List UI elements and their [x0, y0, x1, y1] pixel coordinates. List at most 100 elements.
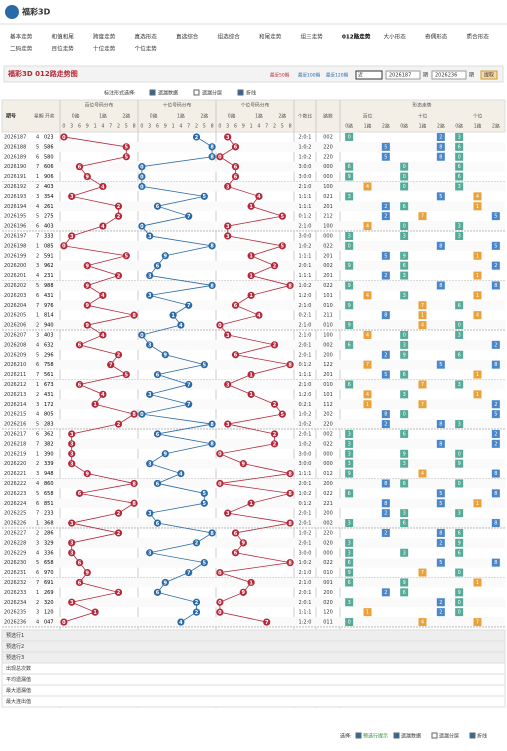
checkbox[interactable]	[355, 732, 362, 739]
draw-number: 580	[44, 154, 54, 160]
checkbox[interactable]	[149, 89, 156, 96]
nav-link[interactable]: 和尾走势	[259, 33, 282, 41]
select: 近	[358, 72, 363, 79]
shape-box	[345, 618, 354, 627]
digit-header: 6	[234, 124, 237, 130]
ball-digit: 8	[132, 481, 136, 487]
nav-link[interactable]: 012路走势	[342, 33, 371, 41]
route: 021	[323, 194, 333, 200]
shape-box	[345, 568, 354, 577]
shape-digit: 0	[458, 570, 461, 576]
checkbox[interactable]	[193, 89, 200, 96]
shape-digit: 6	[403, 481, 406, 487]
shape-digit: 2	[494, 263, 497, 269]
ball	[247, 499, 255, 507]
ball-digit: 8	[132, 313, 136, 319]
ball	[224, 182, 232, 191]
button[interactable]	[480, 70, 498, 80]
nav-link[interactable]: 质合形态	[467, 33, 490, 41]
from-box[interactable]	[385, 70, 421, 80]
to-box[interactable]	[431, 70, 467, 80]
nav-link[interactable]: 二码走势	[10, 45, 33, 53]
checkbox[interactable]	[237, 89, 244, 96]
recent-link[interactable]: 最近120期	[326, 72, 349, 79]
shape-box	[436, 439, 445, 448]
shape-group: 百位	[363, 113, 373, 120]
ball	[247, 578, 255, 587]
issue: 2026213	[4, 392, 26, 398]
digit-header: 0	[140, 124, 143, 130]
nav-link[interactable]: 直选综合	[176, 33, 199, 41]
ratio: 0:1:2	[299, 362, 312, 368]
shape-digit: 2	[439, 540, 442, 546]
ball	[153, 202, 162, 210]
recent-link[interactable]: 最近50期	[270, 72, 290, 79]
draw-number: 354	[44, 194, 54, 200]
ball-digit: 0	[218, 481, 222, 487]
ball	[177, 321, 185, 329]
ball	[68, 450, 76, 458]
ratio: 2:0:1	[299, 521, 312, 527]
issue: 2026223	[4, 491, 26, 497]
ball	[231, 163, 240, 171]
checkbox[interactable]	[393, 732, 400, 739]
shape-box	[400, 578, 409, 587]
checkbox[interactable]	[469, 732, 476, 739]
route-header: 2路	[122, 113, 130, 120]
ball	[122, 370, 130, 379]
checkbox[interactable]	[431, 732, 438, 739]
shape-box	[491, 400, 500, 409]
nav-link[interactable]: 组选综合	[218, 33, 241, 41]
ratio: 2:1:0	[299, 323, 312, 329]
ball-digit: 0	[218, 610, 222, 616]
issue: 2026202	[4, 283, 26, 289]
shape-box	[400, 330, 409, 339]
nav-link[interactable]: 大小形态	[384, 33, 407, 41]
issue: 2026201	[4, 273, 26, 279]
shape-box	[363, 291, 372, 300]
shape-digit: 3	[458, 422, 461, 428]
digit-header: 2	[195, 124, 198, 130]
route: 201	[323, 204, 333, 210]
ball-digit: 8	[288, 471, 292, 477]
shape-box	[345, 548, 354, 557]
ball-digit: 5	[203, 194, 207, 200]
ratio: 1:0:2	[299, 412, 312, 418]
ball	[239, 460, 247, 468]
ball-digit: 2	[117, 511, 121, 517]
draw-number: 362	[44, 431, 54, 437]
shape-digit: 3	[348, 461, 351, 467]
nav-link[interactable]: 基本走势	[10, 33, 33, 41]
ball	[161, 252, 169, 260]
draw-number: 586	[44, 144, 54, 150]
nav-link[interactable]: 百位走势	[52, 45, 75, 53]
nav-link[interactable]: 和值和尾	[52, 33, 75, 41]
shape-box	[400, 588, 409, 597]
route: 000	[323, 451, 333, 457]
nav-link[interactable]: 奇偶形态	[425, 33, 448, 41]
recent-link[interactable]: 最近100期	[298, 72, 321, 79]
ball-digit: 2	[195, 610, 199, 616]
shape-digit: 7	[421, 402, 424, 408]
nav-link[interactable]: 跨度走势	[93, 33, 116, 41]
ball	[216, 608, 224, 616]
shape-box	[491, 241, 500, 250]
nav-link[interactable]: 个位走势	[135, 45, 158, 53]
week: 3	[36, 610, 39, 616]
select-box[interactable]	[355, 70, 383, 80]
nav-link[interactable]: 十位走势	[93, 45, 116, 53]
shape-digit: 8	[439, 144, 442, 150]
ball	[130, 499, 138, 507]
shape-box	[455, 598, 464, 607]
week: 6	[36, 224, 39, 230]
shape-digit: 8	[494, 521, 497, 527]
nav-link[interactable]: 组三走势	[301, 33, 324, 41]
ball-digit: 7	[187, 570, 191, 576]
week: 7	[36, 164, 39, 170]
week: 3	[36, 402, 39, 408]
stat-row	[1, 662, 506, 675]
shape-digit: 2	[494, 342, 497, 348]
to: 2026236	[435, 73, 457, 79]
route: 100	[323, 184, 333, 190]
nav-link[interactable]: 直选形态	[135, 33, 158, 41]
